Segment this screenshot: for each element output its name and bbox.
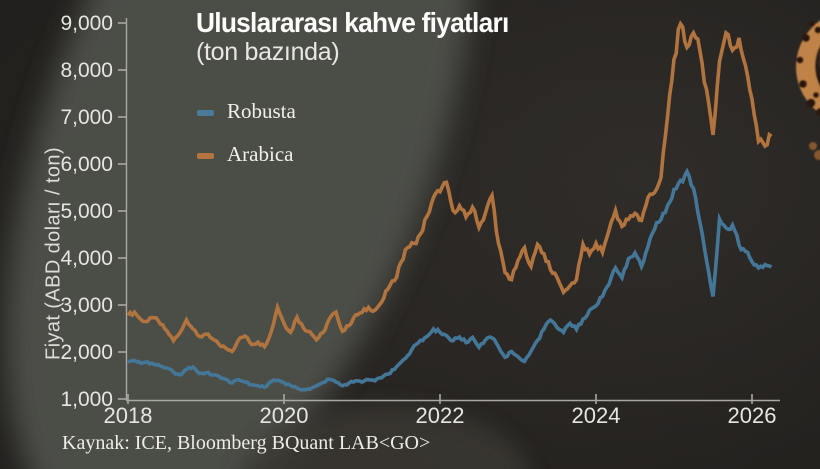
y-tick-label: 5,000 [60,200,113,223]
stray-bean-dots [809,142,820,160]
y-tick-label: 4,000 [60,247,113,270]
coffee-surface [815,45,820,87]
y-tick-label: 9,000 [60,12,113,35]
bokeh-circle [5,0,475,469]
source-credit: Kaynak: ICE, Bloomberg BQuant LAB<GO> [62,432,431,454]
legend-item-arabica: Arabica [197,142,293,167]
saucer-circle [796,20,820,114]
y-tick-label: 6,000 [60,153,113,176]
y-tick-label: 2,000 [60,341,113,364]
x-tick-label: 2024 [572,403,621,428]
y-tick-label: 7,000 [60,106,113,129]
x-tick-label: 2026 [728,403,777,428]
chart-title: Uluslararası kahve fiyatları [196,7,509,38]
arabica-color-swatch [197,152,214,159]
arabica-legend-label: Arabica [227,142,294,166]
chart-subtitle: (ton bazında) [196,38,340,66]
y-axis-title: Fiyat (ABD doları / ton) [42,147,65,360]
bokeh-glow-bottom [241,405,529,469]
robusta-color-swatch [197,109,214,116]
coffee-cup-decor [796,20,820,160]
robusta-legend-label: Robusta [227,99,296,123]
coffee-bean-dots [796,21,820,116]
x-tick-label: 2022 [416,403,465,428]
arabica-line [126,20,773,354]
y-tick-label: 3,000 [60,294,113,317]
robusta-line [127,167,773,392]
legend-item-robusta: Robusta [197,99,296,124]
x-tick-label: 2018 [104,403,153,428]
y-tick-label: 8,000 [60,59,113,82]
y-tick-label: 1,000 [60,388,113,411]
x-tick-label: 2020 [260,403,309,428]
